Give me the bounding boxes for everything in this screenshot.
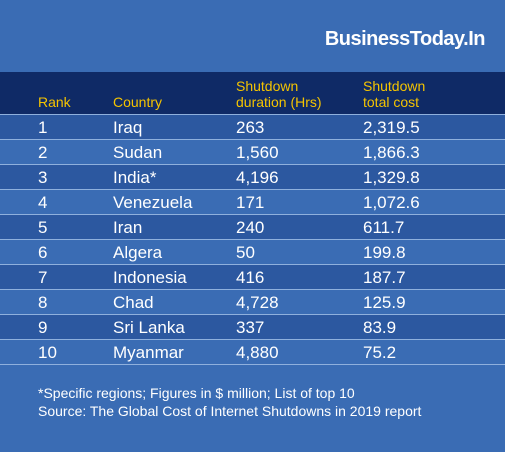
table-row: 7 Indonesia 416 187.7 bbox=[0, 264, 505, 289]
cell-rank: 6 bbox=[38, 243, 48, 262]
cell-rank: 3 bbox=[38, 168, 48, 187]
cell-rank: 9 bbox=[38, 318, 48, 337]
cell-duration: 50 bbox=[236, 243, 255, 262]
cell-rank: 10 bbox=[38, 343, 57, 362]
table-bottom-divider bbox=[0, 364, 505, 365]
cell-country: Venezuela bbox=[113, 193, 193, 212]
header-cost-line2: total cost bbox=[363, 94, 420, 110]
cell-duration: 171 bbox=[236, 193, 265, 212]
brand-logo: BusinessToday.In bbox=[324, 28, 486, 50]
cell-cost: 611.7 bbox=[363, 218, 405, 237]
footnote-line2: Source: The Global Cost of Internet Shut… bbox=[38, 403, 422, 419]
cell-country: Chad bbox=[113, 293, 154, 312]
cell-country: India* bbox=[113, 168, 157, 187]
table-row: 5 Iran 240 611.7 bbox=[0, 214, 505, 239]
table-row: 2 Sudan 1,560 1,866.3 bbox=[0, 139, 505, 164]
header-country: Country bbox=[113, 94, 163, 110]
header-duration-line1: Shutdown bbox=[236, 78, 299, 94]
table-row: 8 Chad 4,728 125.9 bbox=[0, 289, 505, 314]
cell-duration: 4,728 bbox=[236, 293, 279, 312]
cell-rank: 2 bbox=[38, 143, 48, 162]
header-cost: Shutdown total cost bbox=[363, 78, 425, 110]
footnote: *Specific regions; Figures in $ million;… bbox=[38, 384, 421, 420]
cell-cost: 1,866.3 bbox=[363, 143, 420, 162]
cell-cost: 187.7 bbox=[363, 268, 406, 287]
cell-cost: 1,072.6 bbox=[363, 193, 420, 212]
cell-duration: 416 bbox=[236, 268, 265, 287]
cell-cost: 199.8 bbox=[363, 243, 406, 262]
cell-country: Sri Lanka bbox=[113, 318, 185, 337]
cell-cost: 75.2 bbox=[363, 343, 397, 362]
cell-duration: 1,560 bbox=[236, 143, 279, 162]
table-row: 9 Sri Lanka 337 83.9 bbox=[0, 314, 505, 339]
footnote-line1: *Specific regions; Figures in $ million;… bbox=[38, 385, 355, 401]
cell-country: Indonesia bbox=[113, 268, 187, 287]
header-duration: Shutdown duration (Hrs) bbox=[236, 78, 322, 110]
cell-cost: 125.9 bbox=[363, 293, 406, 312]
cell-country: Iraq bbox=[113, 118, 143, 137]
table-row: 3 India* 4,196 1,329.8 bbox=[0, 164, 505, 189]
cell-cost: 83.9 bbox=[363, 318, 397, 337]
cell-rank: 4 bbox=[38, 193, 48, 212]
cell-duration: 240 bbox=[236, 218, 265, 237]
cell-rank: 5 bbox=[38, 218, 48, 237]
cell-country: Myanmar bbox=[113, 343, 184, 362]
table-row: 4 Venezuela 171 1,072.6 bbox=[0, 189, 505, 214]
cell-rank: 7 bbox=[38, 268, 48, 287]
shutdown-table: Rank Country Shutdown duration (Hrs) Shu… bbox=[0, 72, 505, 365]
cell-duration: 4,196 bbox=[236, 168, 279, 187]
table-body: 1 Iraq 263 2,319.5 2 Sudan 1,560 1,866.3 3 India*… bbox=[0, 114, 505, 364]
header-duration-line2: duration (Hrs) bbox=[236, 94, 322, 110]
cell-cost: 1,329.8 bbox=[363, 168, 420, 187]
table-header: Rank Country Shutdown duration (Hrs) Shu… bbox=[0, 72, 505, 114]
header-cost-line1: Shutdown bbox=[363, 78, 426, 94]
cell-duration: 337 bbox=[236, 318, 265, 337]
cell-rank: 1 bbox=[38, 118, 48, 137]
cell-rank: 8 bbox=[38, 293, 48, 312]
cell-duration: 263 bbox=[236, 118, 265, 137]
table-row: 1 Iraq 263 2,319.5 bbox=[0, 114, 505, 139]
cell-country: Sudan bbox=[113, 143, 163, 162]
cell-cost: 2,319.5 bbox=[363, 118, 420, 137]
table-row: 10 Myanmar 4,880 75.2 bbox=[0, 339, 505, 364]
table-row: 6 Algera 50 199.8 bbox=[0, 239, 505, 264]
cell-country: Algera bbox=[113, 243, 163, 262]
header-rank: Rank bbox=[38, 94, 71, 110]
cell-country: Iran bbox=[113, 218, 143, 237]
cell-duration: 4,880 bbox=[236, 343, 279, 362]
